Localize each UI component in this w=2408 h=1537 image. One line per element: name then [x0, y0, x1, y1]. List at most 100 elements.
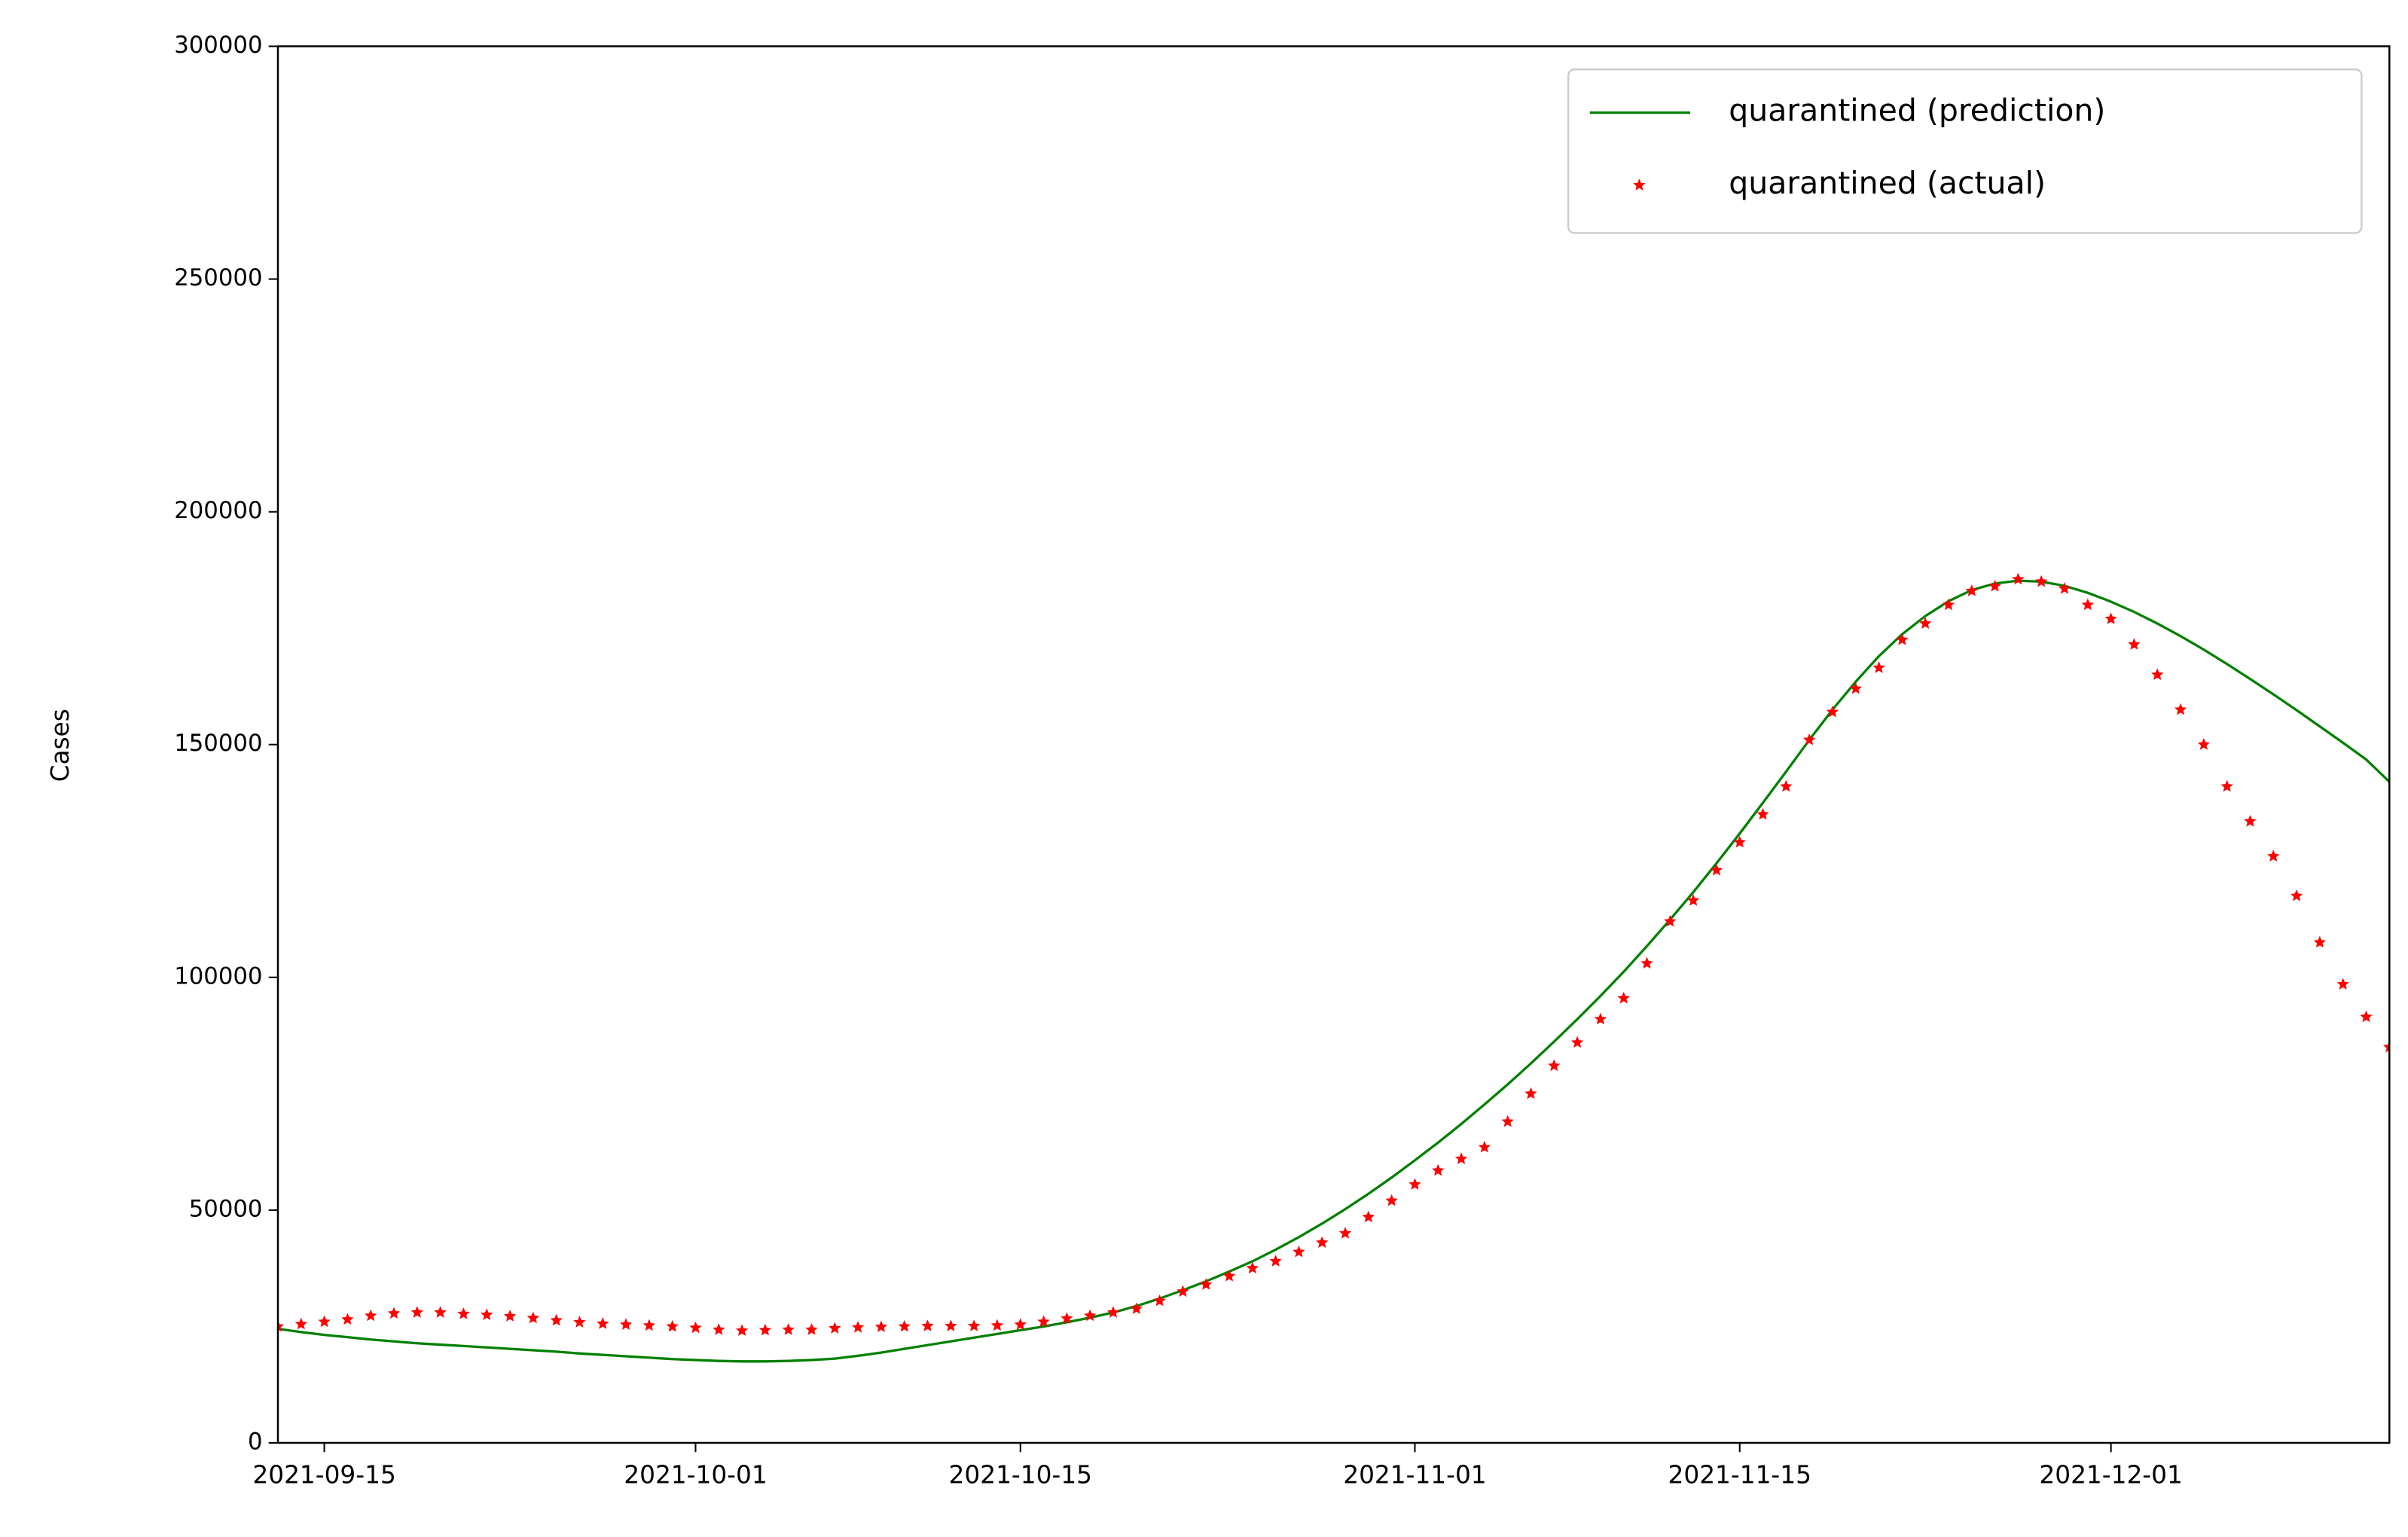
legend-star — [1633, 178, 1646, 191]
actual-point — [782, 1323, 795, 1335]
actual-point — [1061, 1312, 1073, 1324]
actual-point — [1153, 1294, 1166, 1307]
actual-point — [481, 1308, 493, 1320]
actual-point — [1454, 1152, 1468, 1164]
actual-point — [1408, 1178, 1421, 1190]
actual-point — [2290, 889, 2303, 901]
actual-point — [619, 1318, 633, 1330]
actual-point — [1130, 1302, 1143, 1314]
actual-point — [1362, 1210, 1375, 1223]
actual-point — [503, 1310, 517, 1322]
x-tick-label: 2021-10-01 — [624, 1460, 767, 1489]
actual-point — [713, 1323, 725, 1335]
actual-point — [2128, 638, 2141, 650]
actual-point — [2220, 779, 2233, 792]
actual-point — [295, 1317, 307, 1330]
actual-point — [666, 1319, 679, 1332]
actual-point — [550, 1313, 563, 1326]
y-tick-label: 250000 — [174, 264, 262, 291]
actual-point — [1780, 779, 1793, 792]
y-tick-label: 150000 — [174, 730, 262, 757]
actual-point — [1478, 1140, 1491, 1153]
actual-point — [365, 1309, 377, 1322]
actual-point — [457, 1307, 470, 1319]
actual-point — [2104, 612, 2117, 624]
actual-point — [2174, 703, 2187, 715]
actual-point — [1269, 1255, 1282, 1267]
actual-point — [1802, 733, 1816, 746]
actual-point — [1617, 992, 1630, 1004]
actual-point — [434, 1306, 447, 1318]
actual-point — [2197, 738, 2211, 750]
y-tick-label: 50000 — [189, 1195, 263, 1222]
actual-point — [1316, 1236, 1329, 1249]
actual-point — [1733, 835, 1746, 848]
actual-point — [1686, 894, 1700, 906]
actual-point — [945, 1319, 957, 1331]
actual-point — [805, 1323, 818, 1335]
actual-point — [1965, 584, 1978, 596]
actual-point — [1501, 1115, 1514, 1127]
actual-point — [1246, 1261, 1259, 1274]
actual-point — [1826, 705, 1839, 718]
actual-point — [1942, 598, 1955, 611]
actual-point — [1896, 633, 1909, 645]
actual-point — [921, 1319, 934, 1331]
actual-point — [1014, 1318, 1027, 1330]
actual-point — [597, 1317, 609, 1329]
plot-frame — [276, 45, 2391, 1444]
actual-point — [1570, 1035, 1584, 1048]
actual-point — [990, 1319, 1004, 1331]
actual-point — [2058, 582, 2071, 594]
actual-point — [1664, 915, 1677, 927]
x-tick-label: 2021-11-01 — [1343, 1460, 1486, 1489]
actual-point — [758, 1323, 772, 1336]
actual-point — [277, 1319, 285, 1332]
actual-point — [526, 1311, 540, 1324]
y-tick-label: 300000 — [174, 32, 262, 59]
actual-point — [1338, 1227, 1352, 1239]
x-tick-label: 2021-12-01 — [2039, 1460, 2182, 1489]
actual-point — [2035, 575, 2048, 587]
y-tick-label: 0 — [248, 1428, 263, 1455]
x-tick-label: 2021-09-15 — [252, 1460, 395, 1489]
actual-point — [2383, 1040, 2390, 1053]
actual-point — [1200, 1278, 1213, 1290]
actual-point — [1385, 1194, 1398, 1206]
actual-point — [2313, 935, 2327, 948]
actual-point — [341, 1313, 354, 1325]
legend-label: quarantined (prediction) — [1729, 93, 2105, 129]
actual-point — [898, 1319, 911, 1332]
actual-point — [689, 1321, 702, 1334]
actual-point — [1988, 579, 2001, 592]
actual-point — [874, 1320, 888, 1333]
x-tick-label: 2021-11-15 — [1668, 1460, 1811, 1489]
legend-label: quarantined (actual) — [1729, 165, 2046, 201]
actual-point — [387, 1307, 401, 1319]
actual-point — [1594, 1012, 1607, 1025]
actual-point — [2244, 815, 2257, 827]
actual-point — [1037, 1315, 1050, 1328]
actual-point — [1524, 1087, 1537, 1099]
actual-point — [642, 1319, 656, 1331]
actual-point — [1083, 1309, 1097, 1322]
y-axis-label: Cases — [46, 709, 75, 782]
actual-point — [318, 1315, 331, 1328]
y-tick-label: 200000 — [174, 497, 262, 524]
actual-point — [1548, 1059, 1561, 1072]
x-tick-label: 2021-10-15 — [949, 1460, 1092, 1489]
actual-point — [2267, 849, 2280, 862]
actual-point — [1849, 682, 1862, 694]
actual-point — [2151, 668, 2164, 680]
prediction-line — [277, 579, 2390, 1363]
legend-box — [1567, 68, 2363, 234]
actual-point — [1918, 617, 1932, 629]
actual-point — [1872, 661, 1885, 673]
actual-point — [410, 1306, 423, 1318]
actual-point — [735, 1324, 749, 1336]
actual-point — [851, 1321, 865, 1333]
actual-point — [967, 1319, 981, 1331]
actual-point — [1710, 864, 1723, 876]
